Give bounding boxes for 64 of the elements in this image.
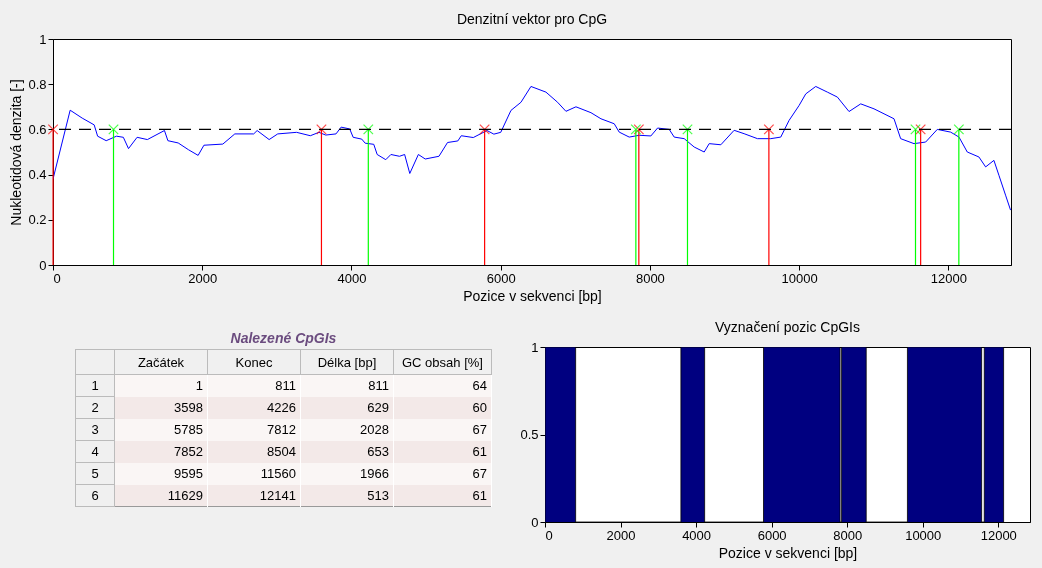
data-label: 1 <box>114 374 208 397</box>
x-tick-label: 12000 <box>930 270 967 286</box>
x-tick-label: Začátek <box>114 349 208 375</box>
y-tick-label: 0.4 <box>28 167 47 183</box>
x-tick-label: 6000 <box>757 527 787 543</box>
data-label: 61 <box>393 484 492 507</box>
y-tick-label: 1 <box>531 339 539 355</box>
data-label: 653 <box>300 440 394 463</box>
data-label: 12141 <box>207 484 301 507</box>
y-tick-label: 3 <box>75 418 115 441</box>
y-axis-title: Nukleotidová denzita [-] <box>8 79 25 226</box>
x-tick-label: 4000 <box>682 527 712 543</box>
data-label: 67 <box>393 418 492 441</box>
data-label: 7812 <box>207 418 301 441</box>
x-tick-label: GC obsah [%] <box>393 349 492 375</box>
data-label: 2028 <box>300 418 394 441</box>
x-tick-label: 4000 <box>337 270 367 286</box>
data-label: 9595 <box>114 462 208 485</box>
y-tick-label: 0 <box>39 257 47 273</box>
data-label: 67 <box>393 462 492 485</box>
data-label: 1966 <box>300 462 394 485</box>
data-label: 5785 <box>114 418 208 441</box>
data-label: 811 <box>207 374 301 397</box>
x-tick-label: 2000 <box>188 270 218 286</box>
y-tick-label: 6 <box>75 484 115 507</box>
x-tick-label: Délka [bp] <box>300 349 394 375</box>
y-tick-label: 2 <box>75 396 115 419</box>
x-tick-label: 2000 <box>606 527 636 543</box>
data-label: 811 <box>300 374 394 397</box>
x-tick-label: 0 <box>53 270 61 286</box>
line-series <box>53 85 1011 211</box>
y-tick-label: 5 <box>75 462 115 485</box>
x-tick-label: 0 <box>545 527 553 543</box>
data-label: 64 <box>393 374 492 397</box>
y-tick-label: 4 <box>75 440 115 463</box>
y-tick-label: 0 <box>531 514 539 530</box>
chart-title: Denzitní vektor pro CpG <box>456 11 608 27</box>
data-label: 513 <box>300 484 394 507</box>
x-tick-label: 8000 <box>635 270 665 286</box>
x-tick-label: 12000 <box>980 527 1017 543</box>
data-label: 4226 <box>207 396 301 419</box>
x-axis-title: Pozice v sekvenci [bp] <box>718 544 858 561</box>
data-label: 629 <box>300 396 394 419</box>
data-label: 11560 <box>207 462 301 485</box>
data-label: 61 <box>393 440 492 463</box>
data-label: 3598 <box>114 396 208 419</box>
x-tick-label: Konec <box>207 349 301 375</box>
x-tick-label: 6000 <box>486 270 516 286</box>
x-axis-title: Pozice v sekvenci [bp] <box>463 287 602 304</box>
data-label: 8504 <box>207 440 301 463</box>
data-label: 60 <box>393 396 492 419</box>
data-label: 11629 <box>114 484 208 507</box>
data-label: 7852 <box>114 440 208 463</box>
y-tick-label: 0.8 <box>28 76 47 92</box>
x-tick-label: 10000 <box>905 527 942 543</box>
y-tick-label: 0.2 <box>28 212 47 228</box>
y-tick-label: 0.5 <box>520 427 539 442</box>
x-tick-label: 10000 <box>781 270 818 286</box>
chart-title: Vyznačení pozic CpGIs <box>715 319 860 335</box>
y-tick-label: 1 <box>39 31 47 47</box>
y-tick-label: 0.6 <box>28 121 47 137</box>
y-tick-label: 1 <box>75 374 115 397</box>
chart-title: Nalezené CpGIs <box>229 330 338 346</box>
x-tick-label: 8000 <box>833 527 863 543</box>
